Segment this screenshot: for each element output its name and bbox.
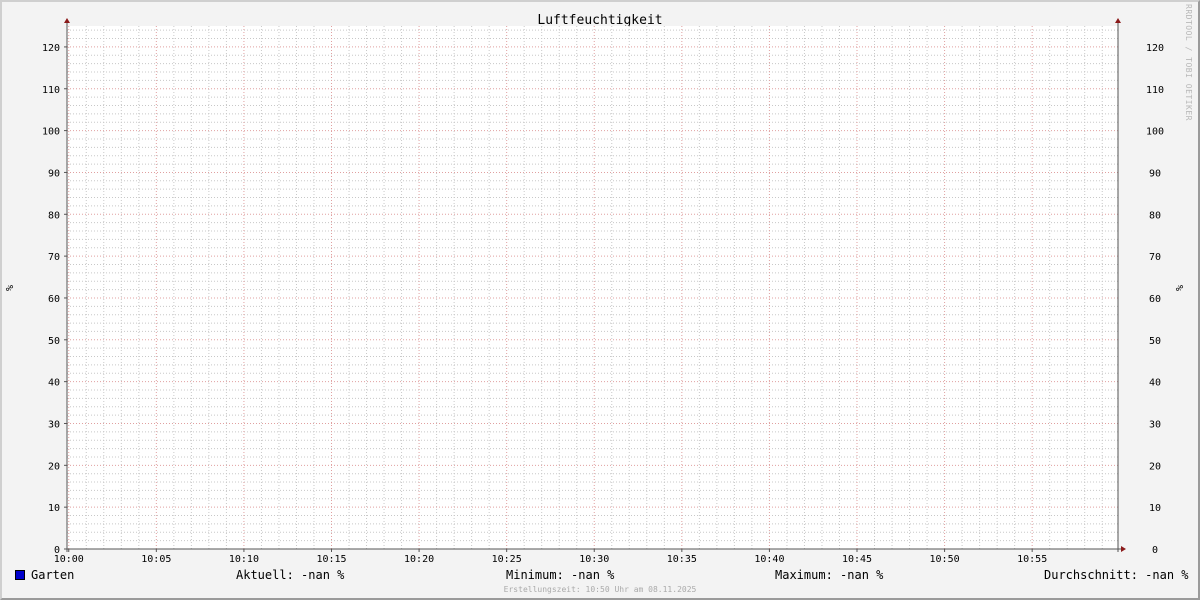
y-tick-label-right: 90	[1149, 168, 1161, 179]
y-tick-label-right: 60	[1149, 294, 1161, 305]
y-tick-label-right: 110	[1146, 85, 1164, 96]
y-axis-label-right: %	[1175, 285, 1186, 291]
y-tick-label-left: 20	[48, 461, 60, 472]
y-tick-label-right: 50	[1149, 336, 1161, 347]
legend-series: Garten	[15, 568, 74, 582]
x-tick-label: 10:10	[229, 554, 259, 565]
legend-series-name: Garten	[31, 568, 75, 582]
y-tick-label-left: 30	[48, 419, 60, 430]
x-tick-label: 10:25	[492, 554, 522, 565]
y-tick-label-left: 10	[48, 503, 60, 514]
y-tick-label-right: 40	[1149, 378, 1161, 389]
y-tick-label-left: 110	[42, 85, 60, 96]
watermark: RRDTOOL / TOBI OETIKER	[1184, 4, 1193, 121]
y-tick-label-left: 100	[42, 127, 60, 138]
series-swatch	[15, 570, 25, 580]
y-tick-label-right: 80	[1149, 210, 1161, 221]
plot-area	[67, 26, 1118, 549]
y-tick-label-left: 90	[48, 168, 60, 179]
y-tick-label-left: 60	[48, 294, 60, 305]
y-tick-label-left: 50	[48, 336, 60, 347]
y-tick-label-right: 70	[1149, 252, 1161, 263]
y-axis-arrow-left	[64, 18, 70, 23]
y-tick-label-right: 0	[1152, 545, 1158, 556]
legend-average: Durchschnitt: -nan %	[1044, 568, 1189, 582]
y-axis-arrow-right	[1115, 18, 1121, 23]
creation-time: Erstellungszeit: 10:50 Uhr am 08.11.2025	[503, 585, 697, 594]
y-tick-label-right: 10	[1149, 503, 1161, 514]
y-tick-label-right: 100	[1146, 127, 1164, 138]
y-axis-label-left: %	[5, 285, 16, 291]
x-tick-label: 10:45	[842, 554, 872, 565]
x-axis-arrow	[1121, 546, 1126, 552]
x-tick-label: 10:15	[316, 554, 346, 565]
y-tick-label-right: 20	[1149, 461, 1161, 472]
y-tick-label-right: 120	[1146, 43, 1164, 54]
y-tick-label-right: 30	[1149, 419, 1161, 430]
x-tick-label: 10:35	[667, 554, 697, 565]
y-tick-label-left: 70	[48, 252, 60, 263]
x-tick-label: 10:20	[404, 554, 434, 565]
x-tick-label: 10:55	[1017, 554, 1047, 565]
x-tick-label: 10:40	[754, 554, 784, 565]
y-tick-label-left: 40	[48, 378, 60, 389]
legend-current: Aktuell: -nan %	[236, 568, 345, 582]
x-tick-label: 10:00	[54, 554, 84, 565]
chart-title: Luftfeuchtigkeit	[537, 13, 662, 28]
legend-minimum: Minimum: -nan %	[506, 568, 615, 582]
y-tick-label-left: 0	[54, 545, 60, 556]
x-tick-label: 10:50	[930, 554, 960, 565]
x-tick-label: 10:30	[579, 554, 609, 565]
y-tick-label-left: 80	[48, 210, 60, 221]
y-tick-label-left: 120	[42, 43, 60, 54]
x-tick-label: 10:05	[141, 554, 171, 565]
legend-maximum: Maximum: -nan %	[775, 568, 884, 582]
